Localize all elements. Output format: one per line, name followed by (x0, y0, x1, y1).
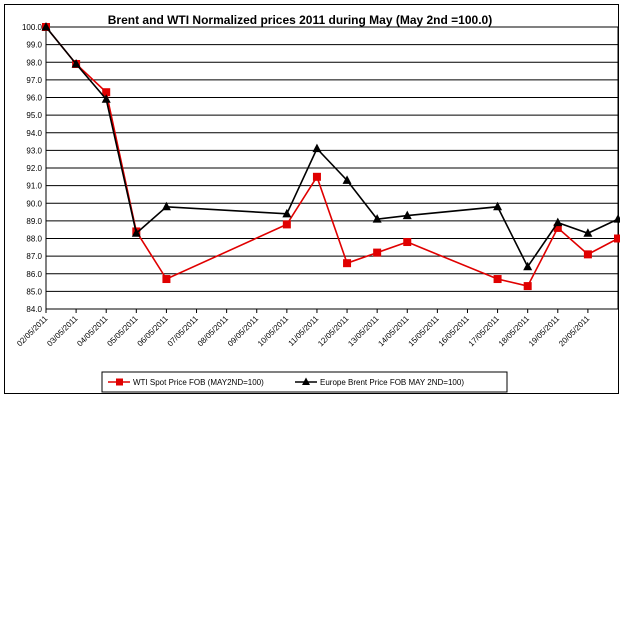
x-tick-label: 04/05/2011 (75, 314, 110, 349)
y-tick-label: 91.0 (26, 182, 42, 191)
y-tick-label: 92.0 (26, 164, 42, 173)
x-tick-label: 08/05/2011 (196, 314, 231, 349)
data-point-triangle (41, 22, 51, 31)
y-tick-label: 88.0 (26, 235, 42, 244)
series-line (45, 26, 619, 288)
x-tick-label: 02/05/2011 (15, 314, 50, 349)
y-tick-label: 95.0 (26, 111, 42, 120)
data-point-triangle (613, 214, 620, 223)
series-wti (42, 23, 620, 291)
y-tick-label: 86.0 (26, 270, 42, 279)
chart-title: Brent and WTI Normalized prices 2011 dur… (108, 13, 492, 27)
data-point-square (614, 234, 620, 243)
y-tick-label: 84.0 (26, 305, 42, 314)
x-tick-label: 03/05/2011 (45, 314, 80, 349)
x-tick-label: 11/05/2011 (287, 314, 321, 348)
data-point-square (403, 238, 412, 247)
x-tick-label: 07/05/2011 (166, 314, 201, 349)
x-tick-label: 10/05/2011 (256, 314, 291, 349)
data-point-triangle (342, 175, 352, 184)
x-tick-label: 14/05/2011 (376, 314, 411, 349)
data-point-triangle (71, 59, 81, 68)
y-tick-label: 100.0 (22, 23, 43, 32)
series-group (41, 22, 620, 291)
x-tick-label: 18/05/2011 (497, 314, 532, 349)
data-point-square (583, 250, 592, 259)
chart-frame: Brent and WTI Normalized prices 2011 dur… (4, 4, 620, 394)
data-point-triangle (161, 201, 171, 211)
data-point-triangle (493, 201, 503, 211)
gridlines (46, 26, 618, 310)
data-point-square (343, 259, 352, 268)
y-tick-label: 98.0 (26, 58, 42, 67)
legend-marker-square (116, 378, 123, 386)
x-tick-label: 12/05/2011 (316, 314, 351, 349)
x-tick-label: 09/05/2011 (226, 314, 261, 349)
x-tick-label: 05/05/2011 (105, 314, 140, 349)
y-tick-label: 93.0 (26, 146, 42, 155)
y-tick-label: 99.0 (26, 41, 42, 50)
x-tick-label: 17/05/2011 (467, 314, 502, 349)
data-point-triangle (312, 143, 322, 153)
legend: WTI Spot Price FOB (MAY2ND=100) Europe Br… (101, 371, 508, 393)
y-tick-label: 89.0 (26, 217, 42, 226)
data-point-triangle (282, 208, 292, 218)
data-point-triangle (372, 214, 382, 223)
data-point-square (523, 282, 532, 291)
data-point-square (373, 248, 382, 257)
legend-label: WTI Spot Price FOB (MAY2ND=100) (133, 378, 264, 387)
y-tick-label: 97.0 (26, 76, 42, 85)
data-point-triangle (523, 261, 533, 271)
x-tick-label: 06/05/2011 (136, 314, 171, 349)
data-point-square (312, 172, 321, 181)
y-tick-label: 87.0 (26, 252, 42, 261)
y-tick-label: 94.0 (26, 129, 42, 138)
x-tick-label: 19/05/2011 (527, 314, 562, 349)
data-point-square (162, 275, 171, 284)
legend-marker-triangle (302, 377, 310, 385)
legend-label: Europe Brent Price FOB MAY 2ND=100) (320, 378, 464, 387)
y-tick-label: 85.0 (26, 287, 42, 296)
data-point-square (553, 223, 562, 232)
x-tick-label: 16/05/2011 (437, 314, 472, 349)
data-point-triangle (131, 228, 141, 237)
y-tick-label: 96.0 (26, 94, 42, 103)
data-point-triangle (553, 217, 563, 227)
x-tick-label: 15/05/2011 (407, 314, 442, 349)
data-point-triangle (583, 228, 593, 237)
x-tick-label: 13/05/2011 (346, 314, 381, 349)
y-tick-label: 90.0 (26, 199, 42, 208)
series-line (45, 26, 619, 269)
x-tick-label: 20/05/2011 (557, 314, 592, 349)
data-point-square (493, 275, 502, 284)
data-point-triangle (402, 210, 412, 220)
line-chart: Brent and WTI Normalized prices 2011 dur… (15, 13, 620, 393)
data-point-square (102, 88, 111, 97)
data-point-square (282, 220, 291, 229)
series-brent (41, 22, 620, 271)
data-point-triangle (101, 94, 111, 103)
